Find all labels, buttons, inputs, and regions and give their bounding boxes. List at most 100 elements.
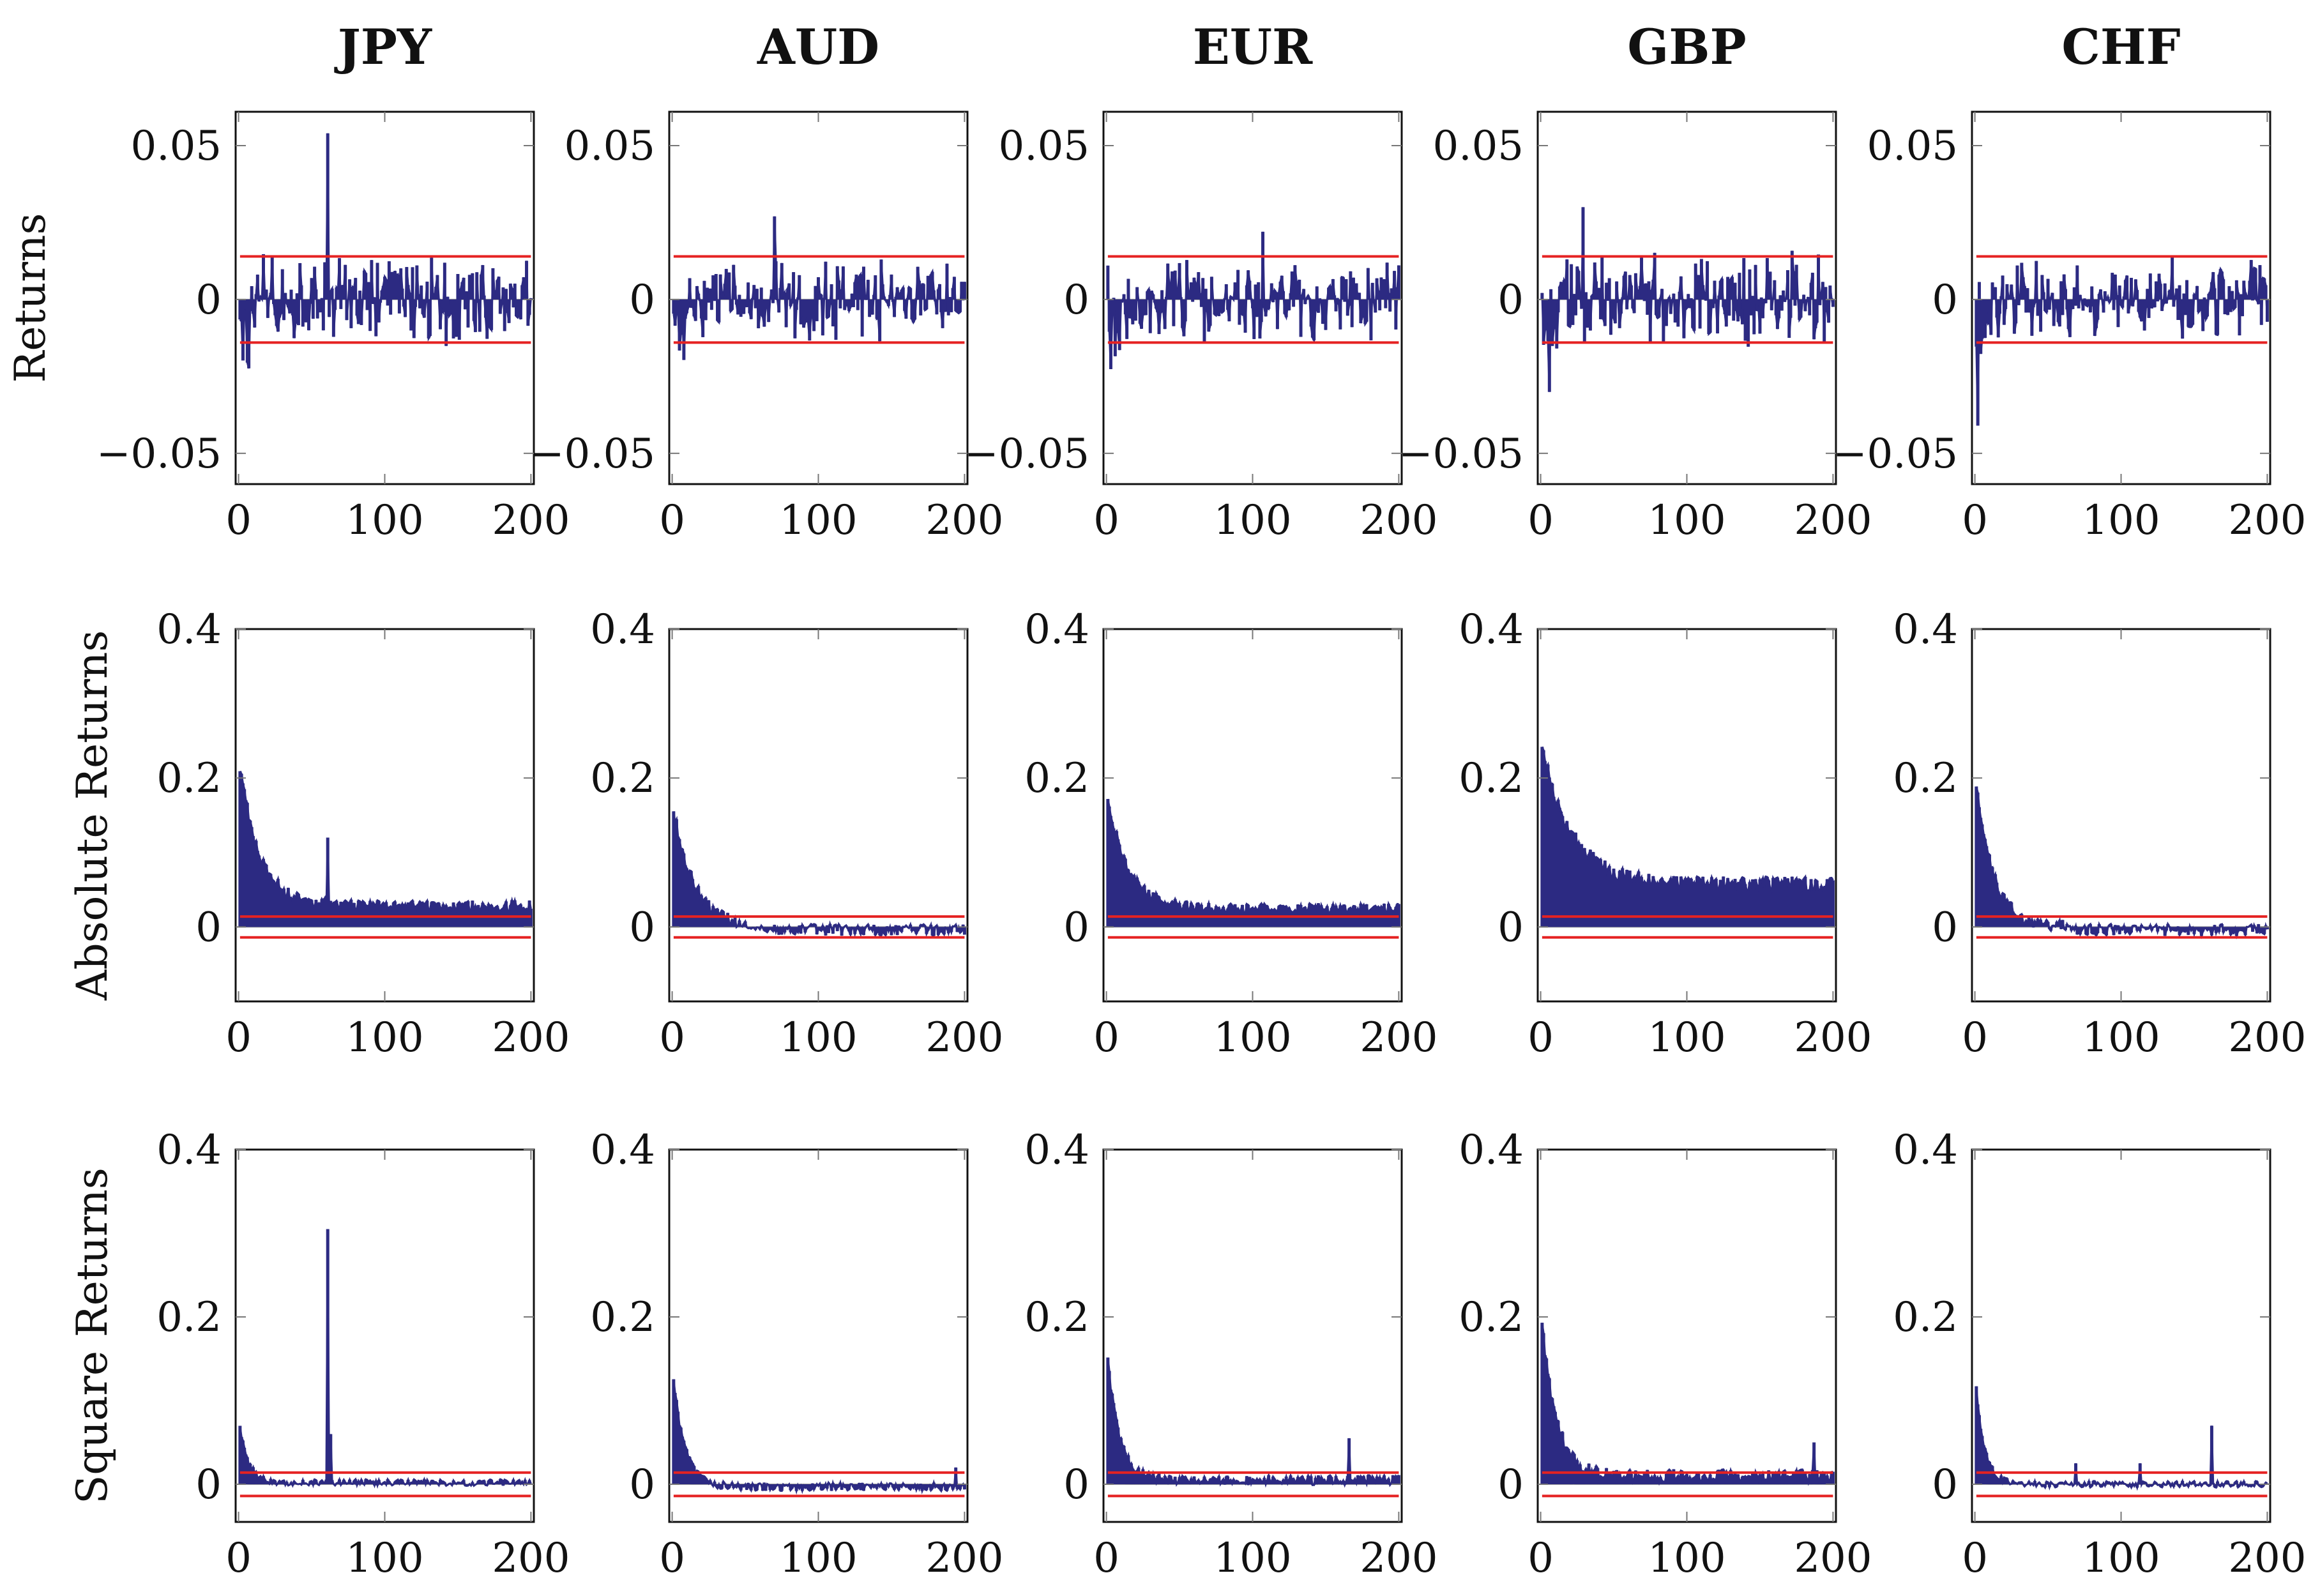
plot-frame	[1971, 1148, 2271, 1523]
acf-series-line	[1541, 207, 1834, 392]
plot-frame	[668, 628, 969, 1003]
x-tick-label: 0	[1962, 1014, 1988, 1061]
y-tick-label: 0	[629, 1461, 655, 1509]
x-tick-label: 0	[659, 1535, 685, 1582]
acf-series-line	[1975, 1386, 2268, 1491]
plot-frame	[1971, 628, 2271, 1003]
y-tick-label: 0.4	[1459, 606, 1524, 653]
acf-series-line	[672, 216, 966, 360]
y-tick-label: 0.05	[565, 123, 656, 170]
acf-series-line	[1541, 1322, 1833, 1486]
x-tick-label: 200	[1360, 497, 1437, 544]
x-tick-label: 200	[492, 1014, 570, 1061]
column-title-eur: EUR	[1193, 19, 1313, 75]
column-title-jpy: JPY	[334, 19, 432, 75]
y-tick-label: 0.2	[590, 755, 655, 802]
acf-bars	[672, 1379, 966, 1491]
row-label-returns: Returns	[6, 213, 55, 383]
y-tick-label: 0.4	[1024, 1127, 1089, 1174]
x-tick-label: 200	[2228, 1535, 2306, 1582]
y-tick-label: 0	[1932, 277, 1958, 324]
acf-series-line	[672, 811, 966, 938]
y-tick-label: 0	[1497, 1461, 1524, 1509]
x-tick-label: 0	[225, 1535, 252, 1582]
acf-bars	[1540, 747, 1835, 927]
acf-series-line	[1541, 746, 1834, 894]
x-tick-label: 200	[925, 497, 1003, 544]
y-tick-label: 0.4	[156, 606, 222, 653]
y-tick-label: 0.05	[1867, 123, 1959, 170]
x-tick-label: 100	[1648, 497, 1725, 544]
y-tick-label: 0.2	[590, 1294, 655, 1341]
panel-absolute-returns-gbp: 0 100 200 0 0.2 0.4	[1459, 606, 1872, 1061]
panel-square-returns-eur: 0 100 200 0 0.2 0.4	[1024, 1127, 1437, 1582]
x-tick-label: 100	[2082, 497, 2160, 544]
x-tick-label: 0	[225, 1014, 252, 1061]
x-tick-label: 200	[2228, 1014, 2306, 1061]
y-tick-label: −0.05	[530, 430, 655, 478]
plot-frame	[1102, 1148, 1403, 1523]
x-tick-label: 0	[1528, 1535, 1554, 1582]
y-tick-label: 0.4	[590, 1127, 655, 1174]
panel-square-returns-aud: 0 100 200 0 0.2 0.4	[590, 1127, 1003, 1582]
y-tick-label: 0	[1497, 277, 1524, 324]
x-tick-label: 0	[1528, 497, 1554, 544]
acf-bars	[1540, 1323, 1835, 1485]
column-title-aud: AUD	[757, 19, 879, 75]
x-tick-label: 200	[492, 1535, 570, 1582]
y-tick-label: 0	[1063, 1461, 1089, 1509]
acf-series-line	[1107, 798, 1399, 917]
x-tick-label: 200	[2228, 497, 2306, 544]
x-tick-label: 100	[1648, 1535, 1725, 1582]
x-tick-label: 0	[1093, 497, 1119, 544]
panel-square-returns-gbp: 0 100 200 0 0.2 0.4	[1459, 1127, 1872, 1582]
y-tick-label: 0	[629, 277, 655, 324]
x-tick-label: 100	[1213, 1535, 1291, 1582]
y-tick-label: −0.05	[1399, 430, 1524, 478]
y-tick-label: 0	[1063, 277, 1089, 324]
plot-frame	[668, 1148, 969, 1523]
y-tick-label: −0.05	[964, 430, 1089, 478]
y-tick-label: 0.2	[156, 755, 222, 802]
acf-series-line	[1975, 786, 2268, 940]
x-tick-label: 100	[779, 1535, 857, 1582]
plot-frame	[234, 628, 535, 1003]
acf-bars	[1975, 786, 2269, 936]
panel-absolute-returns-chf: 0 100 200 0 0.2 0.4	[1893, 606, 2306, 1061]
y-tick-label: 0.4	[1459, 1127, 1524, 1174]
x-tick-label: 200	[1794, 497, 1872, 544]
x-tick-label: 0	[1962, 1535, 1988, 1582]
y-tick-label: 0	[1932, 904, 1958, 951]
x-tick-label: 200	[1360, 1535, 1437, 1582]
y-tick-label: 0.4	[1893, 1127, 1958, 1174]
y-tick-label: 0.4	[590, 606, 655, 653]
x-tick-label: 100	[1213, 1014, 1291, 1061]
acf-series-line	[239, 133, 532, 369]
acf-series-line	[1107, 1357, 1400, 1488]
x-tick-label: 100	[779, 497, 857, 544]
x-tick-label: 100	[345, 1535, 423, 1582]
plot-frame	[234, 1148, 535, 1523]
y-tick-label: 0.2	[156, 1294, 222, 1341]
y-tick-label: 0	[195, 277, 222, 324]
row-label-square-returns: Square Returns	[68, 1167, 117, 1504]
x-tick-label: 200	[1360, 1014, 1437, 1061]
y-tick-label: 0	[195, 1461, 222, 1509]
x-tick-label: 0	[659, 497, 685, 544]
acf-series-line	[672, 1379, 966, 1495]
x-tick-label: 0	[1962, 497, 1988, 544]
x-tick-label: 100	[345, 1014, 423, 1061]
panel-absolute-returns-aud: 0 100 200 0 0.2 0.4	[590, 606, 1003, 1061]
x-tick-label: 200	[1794, 1014, 1872, 1061]
y-tick-label: 0.4	[156, 1127, 222, 1174]
plot-frame	[1536, 628, 1837, 1003]
y-tick-label: −0.05	[96, 430, 222, 478]
y-tick-label: 0.05	[1433, 123, 1524, 170]
acf-series-line	[1975, 257, 2268, 426]
